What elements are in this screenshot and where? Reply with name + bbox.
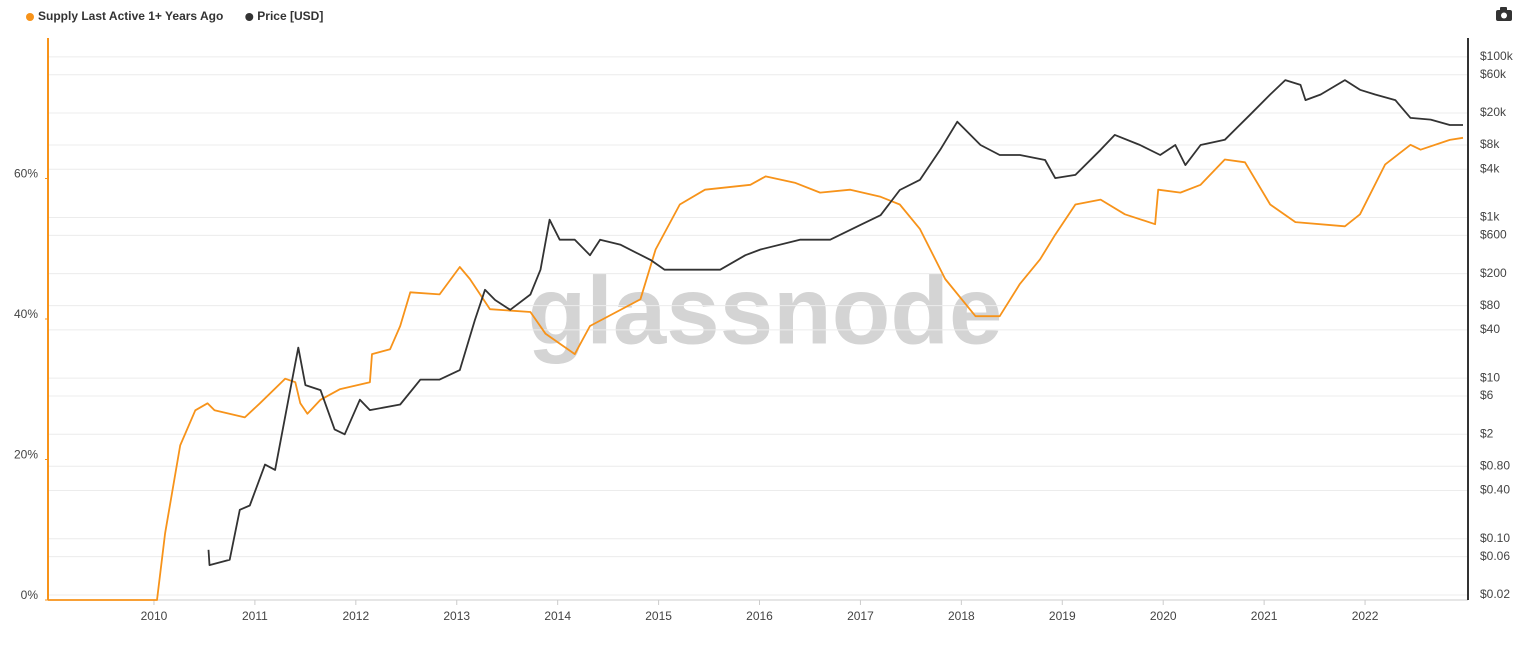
x-tick-label: 2016	[746, 609, 773, 623]
watermark: glassnode	[528, 257, 1003, 364]
legend-marker	[26, 13, 34, 21]
y2-tick-label: $4k	[1480, 161, 1500, 175]
x-tick-label: 2018	[948, 609, 975, 623]
y-tick-label: 60%	[14, 167, 38, 181]
y2-tick-label: $40	[1480, 322, 1500, 336]
y2-tick-label: $20k	[1480, 105, 1507, 119]
x-tick-label: 2020	[1150, 609, 1177, 623]
y2-tick-label: $200	[1480, 266, 1507, 280]
y2-tick-label: $2	[1480, 426, 1494, 440]
y2-tick-label: $8k	[1480, 137, 1500, 151]
legend-label: Supply Last Active 1+ Years Ago	[38, 9, 223, 23]
y2-tick-label: $10	[1480, 370, 1500, 384]
x-tick-label: 2022	[1352, 609, 1379, 623]
y2-tick-label: $0.40	[1480, 483, 1510, 497]
legend-marker	[245, 13, 254, 21]
y2-tick-label: $60k	[1480, 67, 1507, 81]
x-tick-label: 2015	[645, 609, 672, 623]
y2-tick-label: $1k	[1480, 210, 1500, 224]
y2-tick-label: $600	[1480, 228, 1507, 242]
camera-icon[interactable]	[1496, 7, 1512, 21]
x-tick-label: 2019	[1049, 609, 1076, 623]
legend-label: Price [USD]	[257, 9, 323, 23]
x-tick-label: 2021	[1251, 609, 1278, 623]
y2-tick-label: $6	[1480, 388, 1494, 402]
y2-tick-label: $0.80	[1480, 458, 1510, 472]
y2-tick-label: $0.10	[1480, 531, 1510, 545]
y2-tick-label: $80	[1480, 298, 1500, 312]
x-tick-label: 2017	[847, 609, 874, 623]
series-line	[207, 79, 1463, 566]
camera-top[interactable]	[1500, 7, 1507, 11]
y-tick-label: 0%	[21, 588, 39, 602]
x-tick-label: 2013	[443, 609, 470, 623]
x-tick-label: 2014	[544, 609, 571, 623]
x-tick-label: 2011	[242, 609, 268, 623]
series-line	[48, 136, 1464, 601]
x-tick-label: 2010	[141, 609, 168, 623]
camera-lens[interactable]	[1501, 12, 1507, 19]
y2-tick-label: $0.02	[1480, 587, 1510, 601]
y2-tick-label: $100k	[1480, 49, 1514, 63]
y-tick-label: 40%	[14, 307, 38, 321]
y-tick-label: 20%	[14, 448, 38, 462]
y2-tick-label: $0.06	[1480, 549, 1510, 563]
x-tick-label: 2012	[342, 609, 369, 623]
